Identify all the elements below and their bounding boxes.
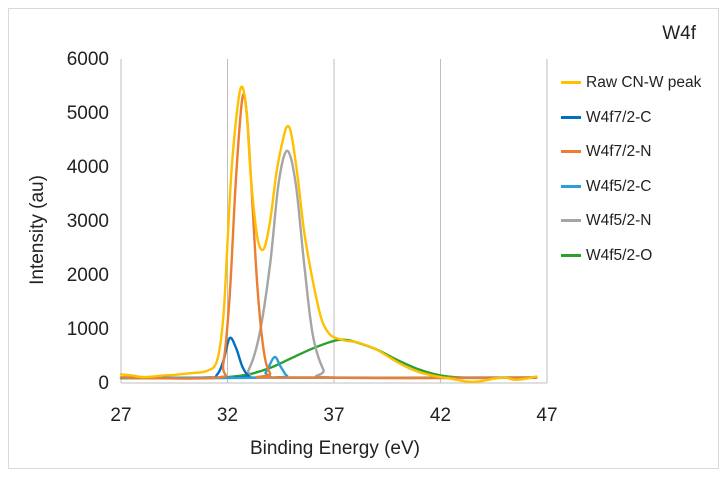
series-layer (119, 85, 538, 384)
y-tick-label: 0 (98, 373, 109, 394)
legend-item: W4f5/2-N (561, 209, 728, 244)
legend-swatch (561, 81, 581, 84)
x-tick-label: 37 (323, 405, 344, 426)
series-line-raw-cn-w-peak (119, 85, 538, 384)
series-line-w4f7-2-n (119, 92, 538, 380)
legend-label: W4f5/2-C (586, 177, 652, 195)
legend-item: Raw CN-W peak (561, 71, 728, 106)
y-axis-label: Intensity (au) (27, 175, 48, 285)
x-tick-label: 47 (536, 405, 557, 426)
x-tick-label: 32 (217, 405, 238, 426)
x-axis-label: Binding Energy (eV) (250, 438, 420, 459)
y-tick-label: 1000 (67, 319, 109, 340)
y-tick-labels: 0 1000 2000 3000 4000 5000 6000 (67, 49, 109, 394)
legend-swatch (561, 150, 581, 153)
legend-item: W4f5/2-O (561, 244, 728, 279)
x-tick-labels: 27 32 37 42 47 (110, 405, 557, 426)
legend: Raw CN-W peak W4f7/2-C W4f7/2-N W4f5/2-C W4f… (561, 71, 728, 278)
x-tick-label: 27 (110, 405, 131, 426)
legend-label: W4f5/2-O (586, 246, 653, 264)
y-tick-label: 4000 (67, 157, 109, 178)
x-tick-label: 42 (430, 405, 451, 426)
legend-label: W4f7/2-N (586, 143, 652, 160)
series-line-w4f5-2-o (119, 338, 538, 380)
legend-item: W4f5/2-C (561, 175, 728, 210)
legend-label: Raw CN-W peak (586, 74, 702, 91)
y-tick-label: 6000 (67, 49, 109, 70)
series-line-w4f5-2-n (119, 149, 538, 380)
legend-swatch (561, 219, 581, 222)
legend-swatch (561, 253, 581, 257)
legend-item: W4f7/2-N (561, 140, 728, 175)
axes (120, 59, 547, 384)
series-line-w4f7-2-c (119, 336, 538, 379)
y-tick-label: 3000 (67, 211, 109, 232)
legend-label: W4f7/2-C (586, 108, 652, 126)
chart-frame: 27 32 37 42 47 0 1000 2000 3000 4000 5000 6000 Bin… (8, 8, 719, 469)
legend-label: W4f5/2-N (586, 212, 652, 229)
y-tick-label: 5000 (67, 103, 109, 124)
legend-swatch (561, 184, 581, 188)
legend-item: W4f7/2-C (561, 106, 728, 141)
panel-label: W4f (662, 23, 696, 44)
legend-swatch (561, 115, 581, 119)
y-tick-label: 2000 (67, 265, 109, 286)
plot-svg: 27 32 37 42 47 0 1000 2000 3000 4000 5000 6000 Bin… (27, 49, 558, 459)
